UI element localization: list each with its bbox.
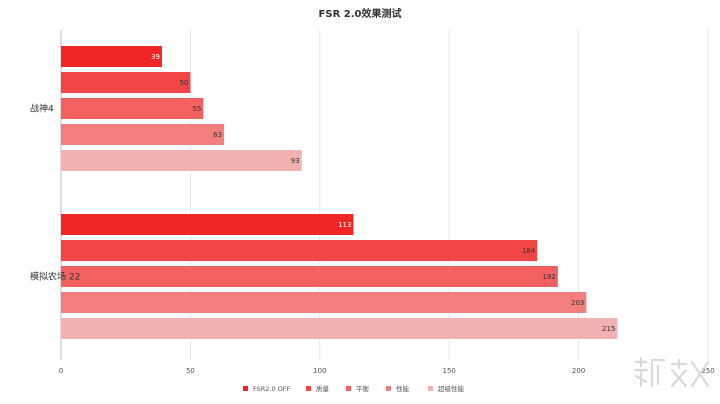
legend-swatch bbox=[306, 386, 311, 391]
bar bbox=[61, 318, 618, 339]
bar-value-label: 39 bbox=[151, 53, 160, 61]
bar-value-label: 184 bbox=[522, 247, 536, 255]
bar bbox=[61, 124, 225, 145]
legend-label: 质量 bbox=[316, 384, 330, 393]
bar bbox=[61, 292, 587, 313]
bar bbox=[61, 98, 204, 119]
legend-swatch bbox=[346, 386, 351, 391]
legend-label: FSR2.0 OFF bbox=[253, 385, 291, 393]
bar-value-label: 203 bbox=[571, 299, 584, 307]
bar bbox=[61, 72, 191, 93]
bar bbox=[61, 214, 354, 235]
bar bbox=[61, 266, 558, 287]
bars bbox=[61, 46, 618, 339]
legend-label: 性能 bbox=[396, 384, 410, 393]
x-tick-label: 0 bbox=[59, 367, 63, 375]
y-axis-categories: 战神4 模拟农场 22 bbox=[30, 103, 80, 283]
x-tick-label: 50 bbox=[186, 367, 195, 375]
x-tick-label: 200 bbox=[572, 367, 585, 375]
bar-value-label: 50 bbox=[179, 79, 188, 87]
chart-title: FSR 2.0效果测试 bbox=[319, 7, 402, 20]
bar-value-label: 55 bbox=[192, 105, 201, 113]
bar bbox=[61, 150, 302, 171]
x-axis-ticks: 0 50 100 150 200 250 bbox=[59, 367, 715, 375]
x-tick-label: 100 bbox=[313, 367, 326, 375]
legend-swatch bbox=[428, 386, 433, 391]
data-labels: 39 50 55 63 93 113 184 192 203 215 bbox=[151, 53, 615, 333]
legend-label: 平衡 bbox=[356, 384, 370, 393]
x-tick-label: 150 bbox=[443, 367, 456, 375]
bar-value-label: 192 bbox=[543, 273, 556, 281]
legend: FSR2.0 OFF 质量 平衡 性能 超级性能 bbox=[243, 384, 465, 393]
legend-swatch bbox=[243, 386, 248, 391]
y-category-label: 模拟农场 22 bbox=[30, 271, 80, 283]
watermark-logo bbox=[633, 356, 710, 388]
bar bbox=[61, 240, 538, 261]
legend-swatch bbox=[386, 386, 391, 391]
legend-label: 超级性能 bbox=[438, 384, 465, 393]
bar-value-label: 113 bbox=[338, 221, 351, 229]
y-category-label: 战神4 bbox=[30, 103, 54, 115]
bar-value-label: 63 bbox=[213, 131, 222, 139]
bar bbox=[61, 46, 162, 67]
bar-value-label: 215 bbox=[602, 325, 615, 333]
bar-value-label: 93 bbox=[291, 157, 300, 165]
x-tick-label: 250 bbox=[701, 367, 714, 375]
